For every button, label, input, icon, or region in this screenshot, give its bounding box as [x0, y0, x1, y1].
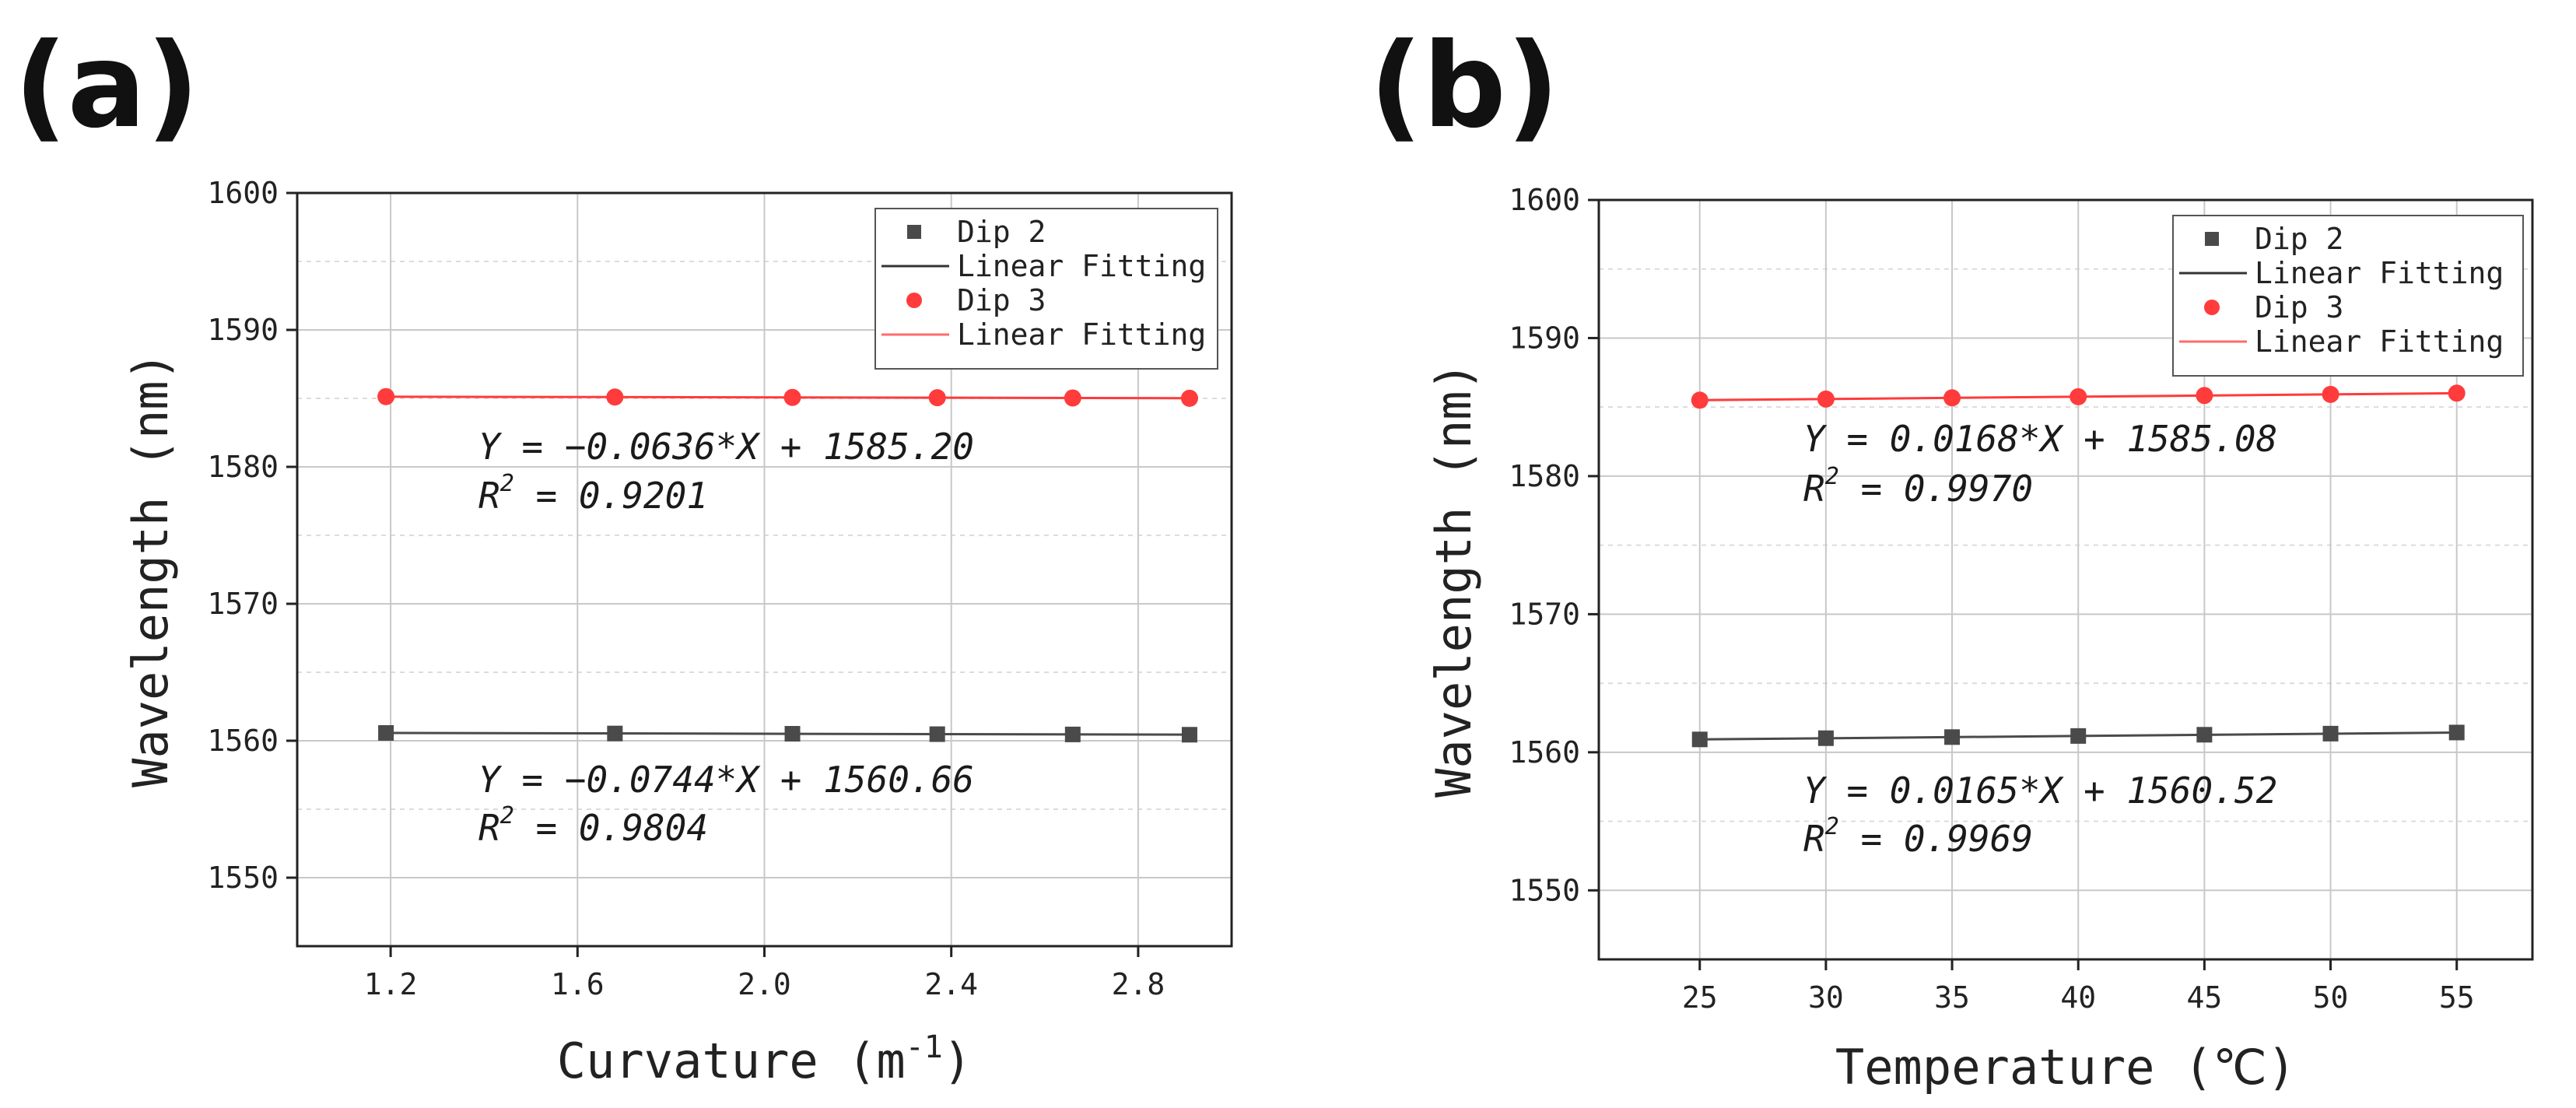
- chart-b-ytick-label-0: 1550: [1509, 873, 1580, 907]
- chart-b-legend-label-2: Dip 3: [2255, 290, 2343, 324]
- chart-b-xtick-label-4: 45: [2186, 980, 2222, 1015]
- panel-b-label: (b): [1369, 19, 1559, 154]
- chart-b-xtick-label-2: 35: [1934, 980, 1970, 1015]
- chart-a-xtick-label-1: 1.6: [551, 967, 605, 1001]
- chart-a-point-0-3: [929, 726, 945, 742]
- chart-a-xtick-label-3: 2.4: [924, 967, 978, 1001]
- chart-b-r2-0: R2 = 0.9969: [1803, 813, 2033, 860]
- chart-a-point-0-1: [607, 725, 623, 742]
- chart-a-point-0-0: [378, 724, 394, 741]
- chart-a-legend-label-3: Linear Fitting: [957, 317, 1206, 352]
- chart-b-r2-label-1: R: [1803, 468, 1825, 510]
- chart-b-point-1-6: [2448, 384, 2466, 402]
- chart-b-ytick-label-4: 1590: [1509, 321, 1580, 355]
- chart-b-point-0-0: [1691, 731, 1708, 748]
- chart-b-legend-label-1: Linear Fitting: [2255, 256, 2504, 290]
- chart-b-r2-1: R2 = 0.9970: [1803, 463, 2033, 510]
- chart-a-legend-box: [874, 208, 1218, 370]
- chart-a-xlabel-sup: -1: [906, 1029, 943, 1065]
- chart-a-xlabel-end: ): [943, 1033, 972, 1089]
- chart-b-point-0-2: [1944, 729, 1961, 745]
- chart-a-xtick-label-4: 2.8: [1112, 967, 1165, 1001]
- chart-a-r2-sup-1: 2: [500, 470, 514, 497]
- chart-a-point-1-2: [783, 388, 801, 406]
- chart-a: 1.2 1.6 2.0 2.4 2.8 1550 1560 1570 1580 1590 1600 C…: [122, 176, 1233, 1089]
- chart-b-ylabel: Wavelength (nm): [1425, 362, 1482, 798]
- chart-b-legend-box: [2172, 215, 2524, 377]
- chart-b-xtick-label-0: 25: [1682, 980, 1718, 1015]
- chart-b-point-1-3: [2070, 387, 2087, 405]
- chart-b-r2-sup-0: 2: [1825, 813, 1839, 840]
- chart-b-point-1-1: [1817, 390, 1835, 408]
- chart-a-ytick-label-1: 1560: [207, 724, 279, 758]
- chart-b-ytick-label-1: 1560: [1509, 735, 1580, 770]
- chart-b-frame: [1597, 198, 2534, 961]
- chart-b-legend-marker-2: [2204, 300, 2220, 315]
- chart-a-ytick-label-5: 1600: [207, 176, 279, 210]
- chart-a-equation-0: Y = −0.0744*X + 1560.66: [478, 759, 974, 801]
- chart-a-equation-1: Y = −0.0636*X + 1585.20: [478, 426, 974, 468]
- chart-a-legend-marker-0: [907, 225, 921, 239]
- chart-a-r2-1: R2 = 0.9201: [478, 470, 708, 517]
- chart-a-r2-value-1: = 0.9201: [514, 475, 708, 517]
- chart-b-legend-label-0: Dip 2: [2255, 222, 2343, 256]
- chart-a-ytick-label-0: 1550: [207, 861, 279, 895]
- chart-b-xtick-label-5: 50: [2313, 980, 2349, 1015]
- chart-a-point-1-5: [1180, 389, 1198, 407]
- chart-a-ylabel: Wavelength (nm): [122, 352, 179, 787]
- chart-a-r2-value-0: = 0.9804: [514, 807, 708, 849]
- chart-a-ytick-label-4: 1590: [207, 313, 279, 347]
- chart-b-point-1-4: [2196, 387, 2213, 405]
- chart-b-point-0-5: [2322, 725, 2339, 742]
- chart-b-ytick-label-2: 1570: [1509, 597, 1580, 631]
- chart-a-legend-label-0: Dip 2: [957, 215, 1046, 249]
- chart-b-point-0-4: [2196, 727, 2213, 743]
- chart-b-point-1-5: [2322, 385, 2339, 403]
- chart-a-xtick-label-0: 1.2: [364, 967, 418, 1001]
- chart-a-ytick-label-2: 1570: [207, 587, 279, 621]
- chart-b-point-0-6: [2448, 724, 2465, 741]
- chart-b-r2-value-1: = 0.9970: [1839, 468, 2033, 510]
- chart-b-point-0-1: [1817, 730, 1834, 746]
- chart-b-legend-label-3: Linear Fitting: [2255, 324, 2504, 359]
- chart-a-legend-marker-2: [906, 293, 922, 308]
- chart-b-xtick-label-6: 55: [2439, 980, 2475, 1015]
- chart-a-point-1-4: [1064, 389, 1081, 407]
- chart-a-r2-label-0: R: [478, 807, 500, 849]
- chart-a-ytick-label-3: 1580: [207, 450, 279, 484]
- chart-a-xtick-label-2: 2.0: [738, 967, 791, 1001]
- chart-a-legend-label-2: Dip 3: [957, 283, 1046, 317]
- panel-a-label: (a): [14, 19, 199, 154]
- chart-b-xlabel: Temperature (℃): [1835, 1039, 2296, 1096]
- chart-b-equation-1: Y = 0.0168*X + 1585.08: [1803, 418, 2277, 460]
- chart-a-xlabel: Curvature (m-1): [557, 1029, 972, 1089]
- chart-b-r2-value-0: = 0.9969: [1839, 818, 2033, 860]
- chart-b-xtick-label-3: 40: [2060, 980, 2096, 1015]
- chart-b-r2-sup-1: 2: [1825, 463, 1839, 490]
- chart-a-point-1-1: [606, 388, 624, 406]
- chart-a-r2-sup-0: 2: [500, 802, 514, 829]
- chart-b-equation-0: Y = 0.0165*X + 1560.52: [1803, 770, 2277, 812]
- chart-a-legend-label-1: Linear Fitting: [957, 249, 1206, 283]
- chart-a-point-1-3: [928, 389, 946, 407]
- chart-a-point-0-2: [784, 726, 801, 742]
- chart-a-point-1-0: [377, 387, 395, 405]
- chart-b-r2-label-0: R: [1803, 818, 1825, 860]
- chart-b-point-0-3: [2070, 728, 2087, 744]
- chart-a-r2-label-1: R: [478, 475, 500, 517]
- chart-b-xtick-label-1: 30: [1808, 980, 1844, 1015]
- chart-b-legend-marker-0: [2205, 232, 2219, 246]
- chart-b-point-1-2: [1943, 389, 1961, 407]
- chart-a-point-0-4: [1064, 726, 1081, 742]
- chart-b-point-1-0: [1691, 391, 1709, 409]
- chart-a-r2-0: R2 = 0.9804: [478, 802, 708, 849]
- chart-b-ytick-label-3: 1580: [1509, 459, 1580, 493]
- chart-b-ytick-label-5: 1600: [1509, 183, 1580, 217]
- chart-a-point-0-5: [1181, 727, 1197, 743]
- chart-b: 25 30 35 40 45 50 55 1550 1560 1570 1580 1590 1600 Te…: [1425, 183, 2534, 1096]
